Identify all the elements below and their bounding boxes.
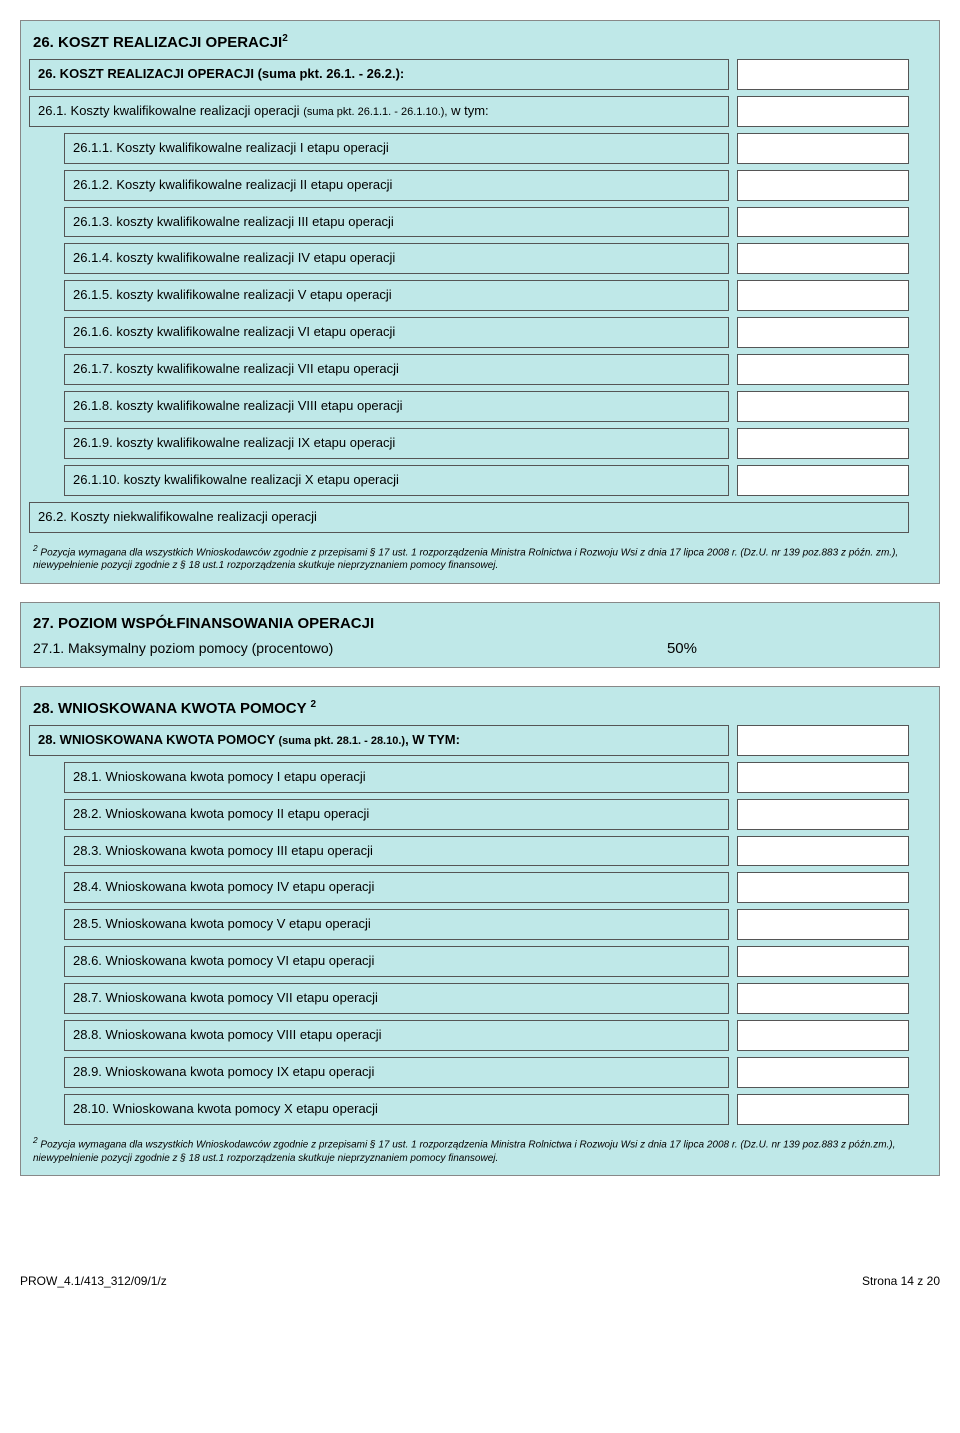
row-28-item: 28.5. Wnioskowana kwota pomocy V etapu o… bbox=[29, 909, 931, 940]
row-28-item: 28.9. Wnioskowana kwota pomocy IX etapu … bbox=[29, 1057, 931, 1088]
section-28: 28. WNIOSKOWANA KWOTA POMOCY 2 28. WNIOS… bbox=[20, 686, 940, 1176]
row-28-item-label: 28.8. Wnioskowana kwota pomocy VIII etap… bbox=[64, 1020, 729, 1051]
section-26: 26. KOSZT REALIZACJI OPERACJI2 26. KOSZT… bbox=[20, 20, 940, 584]
row-28-item-value[interactable] bbox=[737, 1020, 909, 1051]
row-26-item-label: 26.1.7. koszty kwalifikowalne realizacji… bbox=[64, 354, 729, 385]
row-26-item-value[interactable] bbox=[737, 391, 909, 422]
row-26-item-label: 26.1.9. koszty kwalifikowalne realizacji… bbox=[64, 428, 729, 459]
row-28-item: 28.10. Wnioskowana kwota pomocy X etapu … bbox=[29, 1094, 931, 1125]
row-26-item-value[interactable] bbox=[737, 280, 909, 311]
row-26-item-value[interactable] bbox=[737, 170, 909, 201]
row-26-item-value[interactable] bbox=[737, 354, 909, 385]
row-28-item-label: 28.6. Wnioskowana kwota pomocy VI etapu … bbox=[64, 946, 729, 977]
section-28-title: 28. WNIOSKOWANA KWOTA POMOCY 2 bbox=[29, 695, 931, 725]
row-26-item-value[interactable] bbox=[737, 207, 909, 238]
row-26-1: 26.1. Koszty kwalifikowalne realizacji o… bbox=[29, 96, 931, 127]
row-26-2-label: 26.2. Koszty niekwalifikowalne realizacj… bbox=[29, 502, 909, 533]
row-28-item-label: 28.2. Wnioskowana kwota pomocy II etapu … bbox=[64, 799, 729, 830]
row-28-header-value[interactable] bbox=[737, 725, 909, 756]
row-27-1-label: 27.1. Maksymalny poziom pomocy (procento… bbox=[33, 640, 333, 656]
row-28-item: 28.7. Wnioskowana kwota pomocy VII etapu… bbox=[29, 983, 931, 1014]
footer-right: Strona 14 z 20 bbox=[862, 1274, 940, 1288]
footnote-text: Pozycja wymagana dla wszystkich Wnioskod… bbox=[33, 1139, 895, 1164]
row-26-item-label: 26.1.8. koszty kwalifikowalne realizacji… bbox=[64, 391, 729, 422]
row-27-1-value: 50% bbox=[667, 640, 927, 657]
section-27: 27. POZIOM WSPÓŁFINANSOWANIA OPERACJI 27… bbox=[20, 602, 940, 668]
row-26-item: 26.1.8. koszty kwalifikowalne realizacji… bbox=[29, 391, 931, 422]
row-28-item-label: 28.10. Wnioskowana kwota pomocy X etapu … bbox=[64, 1094, 729, 1125]
row-28-item-label: 28.9. Wnioskowana kwota pomocy IX etapu … bbox=[64, 1057, 729, 1088]
row-28-item-value[interactable] bbox=[737, 762, 909, 793]
section-26-title: 26. KOSZT REALIZACJI OPERACJI2 bbox=[29, 29, 931, 59]
row-28-item-value[interactable] bbox=[737, 836, 909, 867]
row-26-item-label: 26.1.2. Koszty kwalifikowalne realizacji… bbox=[64, 170, 729, 201]
row-28-item: 28.8. Wnioskowana kwota pomocy VIII etap… bbox=[29, 1020, 931, 1051]
row-26-1-label: 26.1. Koszty kwalifikowalne realizacji o… bbox=[29, 96, 729, 127]
page-footer: PROW_4.1/413_312/09/1/z Strona 14 z 20 bbox=[0, 1234, 960, 1308]
row-28-item-value[interactable] bbox=[737, 946, 909, 977]
row-28-header: 28. WNIOSKOWANA KWOTA POMOCY (suma pkt. … bbox=[29, 725, 931, 756]
row-26-1-value[interactable] bbox=[737, 96, 909, 127]
section-28-footnote: 2 Pozycja wymagana dla wszystkich Wniosk… bbox=[29, 1131, 931, 1167]
row-28-item-value[interactable] bbox=[737, 799, 909, 830]
row-26-item-label: 26.1.10. koszty kwalifikowalne realizacj… bbox=[64, 465, 729, 496]
row-26-item-value[interactable] bbox=[737, 133, 909, 164]
section-26-title-text: 26. KOSZT REALIZACJI OPERACJI bbox=[33, 34, 282, 51]
row-28-item-value[interactable] bbox=[737, 872, 909, 903]
row-26-item: 26.1.10. koszty kwalifikowalne realizacj… bbox=[29, 465, 931, 496]
row-26-item: 26.1.2. Koszty kwalifikowalne realizacji… bbox=[29, 170, 931, 201]
row-28-item-value[interactable] bbox=[737, 1057, 909, 1088]
row-26-item: 26.1.3. koszty kwalifikowalne realizacji… bbox=[29, 207, 931, 238]
row-28-item-label: 28.4. Wnioskowana kwota pomocy IV etapu … bbox=[64, 872, 729, 903]
row-26-item: 26.1.1. Koszty kwalifikowalne realizacji… bbox=[29, 133, 931, 164]
row-28-item-label: 28.3. Wnioskowana kwota pomocy III etapu… bbox=[64, 836, 729, 867]
section-28-title-text: 28. WNIOSKOWANA KWOTA POMOCY bbox=[33, 700, 311, 717]
row-28-item-label: 28.1. Wnioskowana kwota pomocy I etapu o… bbox=[64, 762, 729, 793]
row-26-item-value[interactable] bbox=[737, 317, 909, 348]
row-28-item: 28.6. Wnioskowana kwota pomocy VI etapu … bbox=[29, 946, 931, 977]
row-28-item: 28.4. Wnioskowana kwota pomocy IV etapu … bbox=[29, 872, 931, 903]
row-26-item: 26.1.6. koszty kwalifikowalne realizacji… bbox=[29, 317, 931, 348]
row-28-item: 28.2. Wnioskowana kwota pomocy II etapu … bbox=[29, 799, 931, 830]
footer-left: PROW_4.1/413_312/09/1/z bbox=[20, 1274, 167, 1288]
row-26-item-label: 26.1.3. koszty kwalifikowalne realizacji… bbox=[64, 207, 729, 238]
row-28-item: 28.1. Wnioskowana kwota pomocy I etapu o… bbox=[29, 762, 931, 793]
row-28-header-label: 28. WNIOSKOWANA KWOTA POMOCY (suma pkt. … bbox=[29, 725, 729, 756]
row-28-item-value[interactable] bbox=[737, 983, 909, 1014]
row-26-item-label: 26.1.1. Koszty kwalifikowalne realizacji… bbox=[64, 133, 729, 164]
row-28-item-value[interactable] bbox=[737, 909, 909, 940]
section-26-footnote: 2 Pozycja wymagana dla wszystkich Wniosk… bbox=[29, 539, 931, 575]
row-26-header: 26. KOSZT REALIZACJI OPERACJI (suma pkt.… bbox=[29, 59, 931, 90]
row-26-item: 26.1.9. koszty kwalifikowalne realizacji… bbox=[29, 428, 931, 459]
row-26-item: 26.1.4. koszty kwalifikowalne realizacji… bbox=[29, 243, 931, 274]
row-28-item: 28.3. Wnioskowana kwota pomocy III etapu… bbox=[29, 836, 931, 867]
row-26-item-value[interactable] bbox=[737, 243, 909, 274]
row-26-item-value[interactable] bbox=[737, 428, 909, 459]
section-28-title-sup: 2 bbox=[311, 699, 317, 710]
row-26-item-value[interactable] bbox=[737, 465, 909, 496]
row-26-header-label: 26. KOSZT REALIZACJI OPERACJI (suma pkt.… bbox=[29, 59, 729, 90]
row-26-item: 26.1.7. koszty kwalifikowalne realizacji… bbox=[29, 354, 931, 385]
row-27-1: 27.1. Maksymalny poziom pomocy (procento… bbox=[29, 638, 931, 659]
row-28-item-value[interactable] bbox=[737, 1094, 909, 1125]
row-26-item-label: 26.1.5. koszty kwalifikowalne realizacji… bbox=[64, 280, 729, 311]
row-26-item: 26.1.5. koszty kwalifikowalne realizacji… bbox=[29, 280, 931, 311]
section-26-title-sup: 2 bbox=[282, 33, 288, 44]
row-26-item-label: 26.1.6. koszty kwalifikowalne realizacji… bbox=[64, 317, 729, 348]
row-28-item-label: 28.7. Wnioskowana kwota pomocy VII etapu… bbox=[64, 983, 729, 1014]
footnote-text: Pozycja wymagana dla wszystkich Wnioskod… bbox=[33, 547, 898, 572]
row-26-item-label: 26.1.4. koszty kwalifikowalne realizacji… bbox=[64, 243, 729, 274]
section-27-title: 27. POZIOM WSPÓŁFINANSOWANIA OPERACJI bbox=[29, 611, 931, 638]
row-28-item-label: 28.5. Wnioskowana kwota pomocy V etapu o… bbox=[64, 909, 729, 940]
row-26-header-value[interactable] bbox=[737, 59, 909, 90]
row-26-2: 26.2. Koszty niekwalifikowalne realizacj… bbox=[29, 502, 931, 533]
